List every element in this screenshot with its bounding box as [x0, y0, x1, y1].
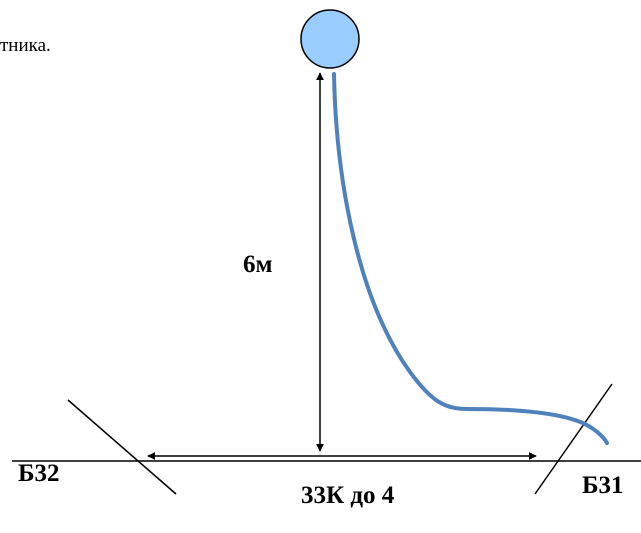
- height-label: 6м: [243, 251, 273, 278]
- zone-label: 33К до 4: [301, 482, 395, 509]
- bz2-label: Б32: [18, 460, 60, 487]
- partial-text-fragment: тника.: [0, 35, 51, 56]
- boundary-left-line: [67, 399, 177, 495]
- boundary-right-line: [534, 383, 613, 495]
- bz1-label: Б31: [582, 472, 624, 499]
- cable-curve: [332, 72, 609, 445]
- ball-circle: [300, 9, 360, 69]
